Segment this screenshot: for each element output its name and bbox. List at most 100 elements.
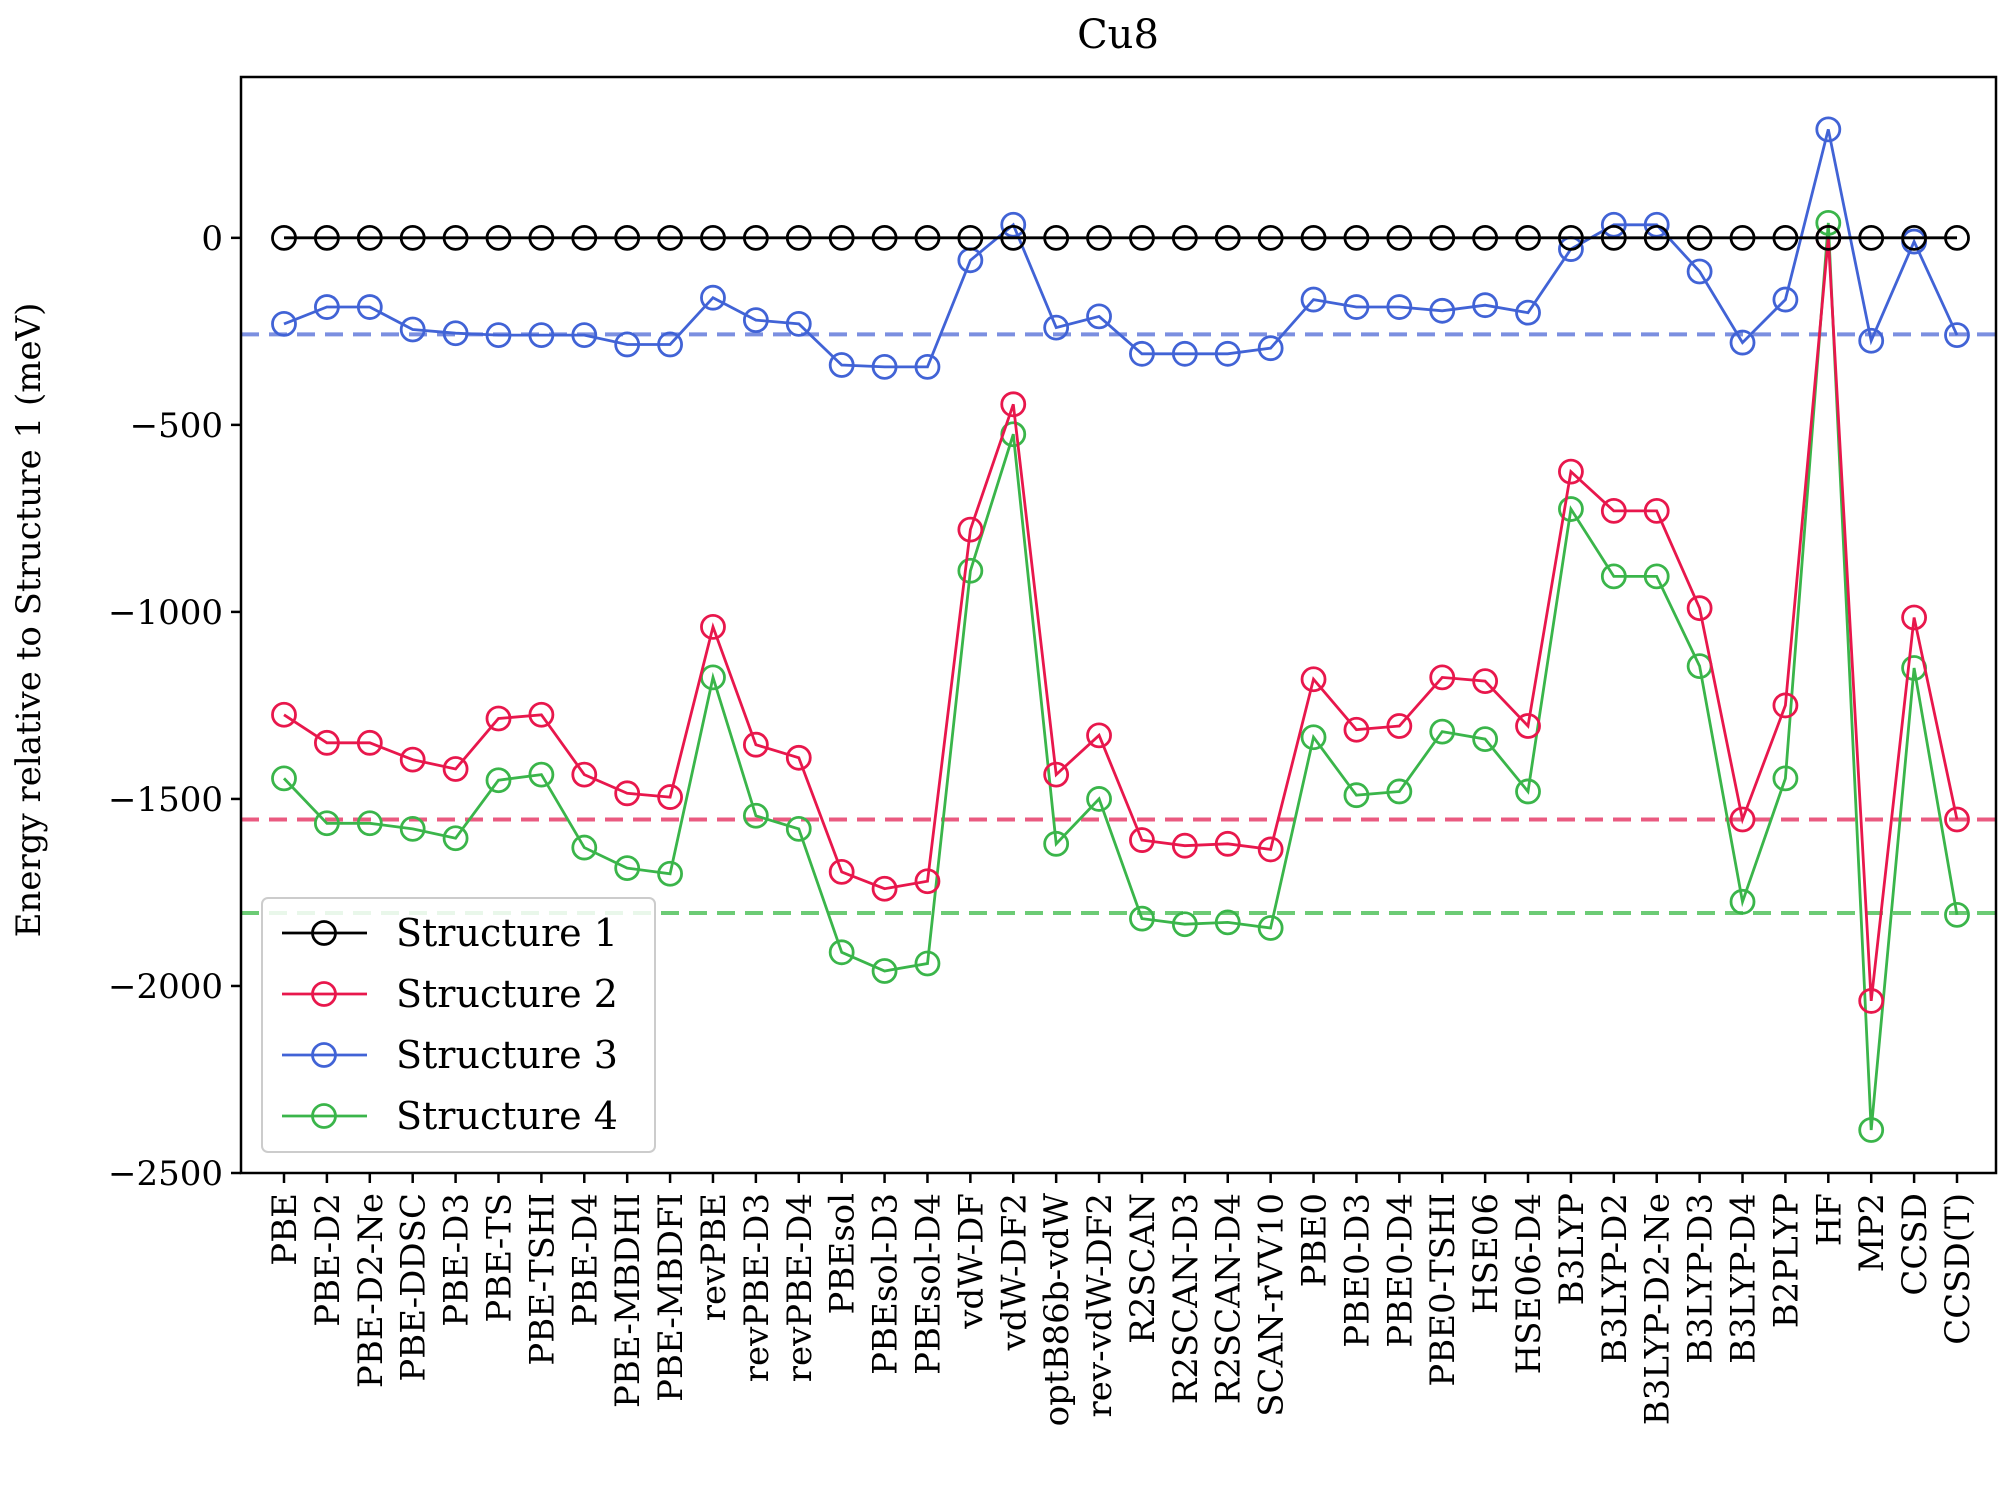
data-point — [1515, 224, 1541, 251]
data-point — [1643, 224, 1670, 251]
data-point — [1944, 224, 1970, 251]
data-point — [1600, 211, 1627, 238]
data-point — [313, 224, 340, 251]
x-tick-label: rev-vdW-DF2 — [1080, 1193, 1120, 1418]
data-point — [1772, 286, 1799, 313]
data-point — [1129, 905, 1155, 932]
data-point — [485, 767, 512, 794]
data-point — [1643, 563, 1670, 590]
y-axis-label: Energy relative to Structure 1 (meV) — [9, 303, 49, 938]
data-point — [356, 294, 383, 320]
data-point — [1343, 224, 1370, 251]
legend: Structure 1 Structure 2 Structure 3 Structu… — [261, 897, 656, 1153]
data-point — [1343, 782, 1370, 809]
data-point — [871, 353, 898, 380]
x-tick-label: PBEsol — [823, 1193, 863, 1314]
legend-box — [261, 897, 656, 1153]
data-point — [1515, 778, 1541, 805]
x-tick-label: optB86b-vdW — [1037, 1193, 1077, 1426]
x-tick-label: PBE-D2 — [308, 1193, 348, 1327]
data-point — [785, 310, 812, 337]
data-point — [657, 784, 683, 810]
data-point — [742, 224, 769, 251]
data-point — [571, 224, 598, 251]
data-point — [914, 868, 941, 895]
data-point — [442, 224, 469, 251]
data-point — [1171, 832, 1198, 859]
data-point — [1729, 888, 1756, 915]
legend-marker — [311, 981, 337, 1007]
data-point — [657, 860, 683, 887]
series-2 — [271, 224, 1970, 1014]
data-point — [1429, 297, 1456, 324]
x-tick-label: HSE06-D4 — [1509, 1193, 1549, 1374]
data-point — [1000, 211, 1027, 238]
data-point — [828, 224, 855, 251]
data-point — [1214, 909, 1241, 936]
x-axis: PBE PBE-D2 PBE-D2-Ne PBE-DDSC PBE-D3 PBE-TS PB… — [265, 1173, 1978, 1426]
data-point — [485, 322, 512, 349]
data-point — [828, 352, 855, 378]
series-line — [283, 237, 1959, 1002]
data-point — [1815, 224, 1842, 251]
data-point — [1171, 911, 1198, 938]
data-point — [957, 224, 984, 251]
data-point — [1386, 224, 1413, 251]
data-point — [313, 810, 340, 837]
data-point — [871, 224, 898, 251]
x-tick-label: B3LYP-D4 — [1724, 1193, 1764, 1364]
data-point — [1944, 901, 1970, 928]
x-tick-label: B3LYP-D2 — [1595, 1193, 1635, 1364]
x-tick-label: PBEsol-D4 — [908, 1193, 948, 1375]
x-tick-label: R2SCAN-D4 — [1209, 1193, 1249, 1404]
y-tick-label: 0 — [201, 219, 223, 259]
data-point — [1429, 224, 1456, 251]
data-point — [1944, 322, 1970, 349]
x-tick-label: vdW-DF — [951, 1193, 991, 1330]
x-tick-label: CCSD(T) — [1938, 1193, 1978, 1345]
y-tick-label: −1500 — [108, 780, 223, 820]
data-point — [785, 744, 812, 771]
data-point — [271, 310, 297, 337]
data-point — [1300, 286, 1327, 313]
x-tick-label: PBE-D4 — [565, 1193, 605, 1327]
legend-label: Structure 2 — [396, 972, 618, 1016]
data-point — [1858, 224, 1885, 251]
data-point — [1815, 209, 1842, 236]
data-point — [742, 802, 769, 829]
data-point — [1472, 726, 1499, 752]
data-point — [1472, 224, 1499, 251]
data-point — [871, 958, 898, 984]
data-point — [614, 331, 641, 358]
data-point — [1643, 498, 1670, 524]
y-tick-label: −500 — [130, 406, 223, 446]
data-point — [1858, 988, 1885, 1014]
data-point — [700, 613, 726, 640]
x-tick-label: R2SCAN — [1123, 1193, 1163, 1344]
x-tick-label: revPBE — [694, 1193, 734, 1321]
data-point — [1386, 778, 1413, 805]
legend-marker — [311, 1042, 337, 1068]
data-point — [1558, 224, 1584, 251]
data-point — [571, 834, 598, 861]
data-point — [657, 331, 683, 358]
data-point — [957, 557, 984, 584]
y-axis: 0 −500 −1000 −1500 −2000 −2500 — [108, 219, 241, 1194]
x-tick-label: PBEsol-D3 — [866, 1193, 906, 1375]
data-point — [1129, 827, 1155, 853]
data-point — [742, 307, 769, 334]
data-point — [1257, 915, 1284, 941]
data-point — [1429, 664, 1456, 691]
data-point — [1343, 294, 1370, 320]
x-tick-label: B3LYP-D3 — [1681, 1193, 1721, 1364]
x-tick-label: PBE0-TSHI — [1423, 1193, 1463, 1387]
x-tick-label: SCAN-rVV10 — [1252, 1193, 1292, 1417]
data-point — [871, 875, 898, 902]
data-point — [1129, 224, 1155, 251]
x-tick-label: HSE06 — [1466, 1193, 1506, 1314]
x-tick-label: PBE-MBDHI — [608, 1193, 648, 1408]
data-point — [356, 729, 383, 756]
data-point — [828, 939, 855, 966]
y-tick-label: −1000 — [108, 593, 223, 633]
